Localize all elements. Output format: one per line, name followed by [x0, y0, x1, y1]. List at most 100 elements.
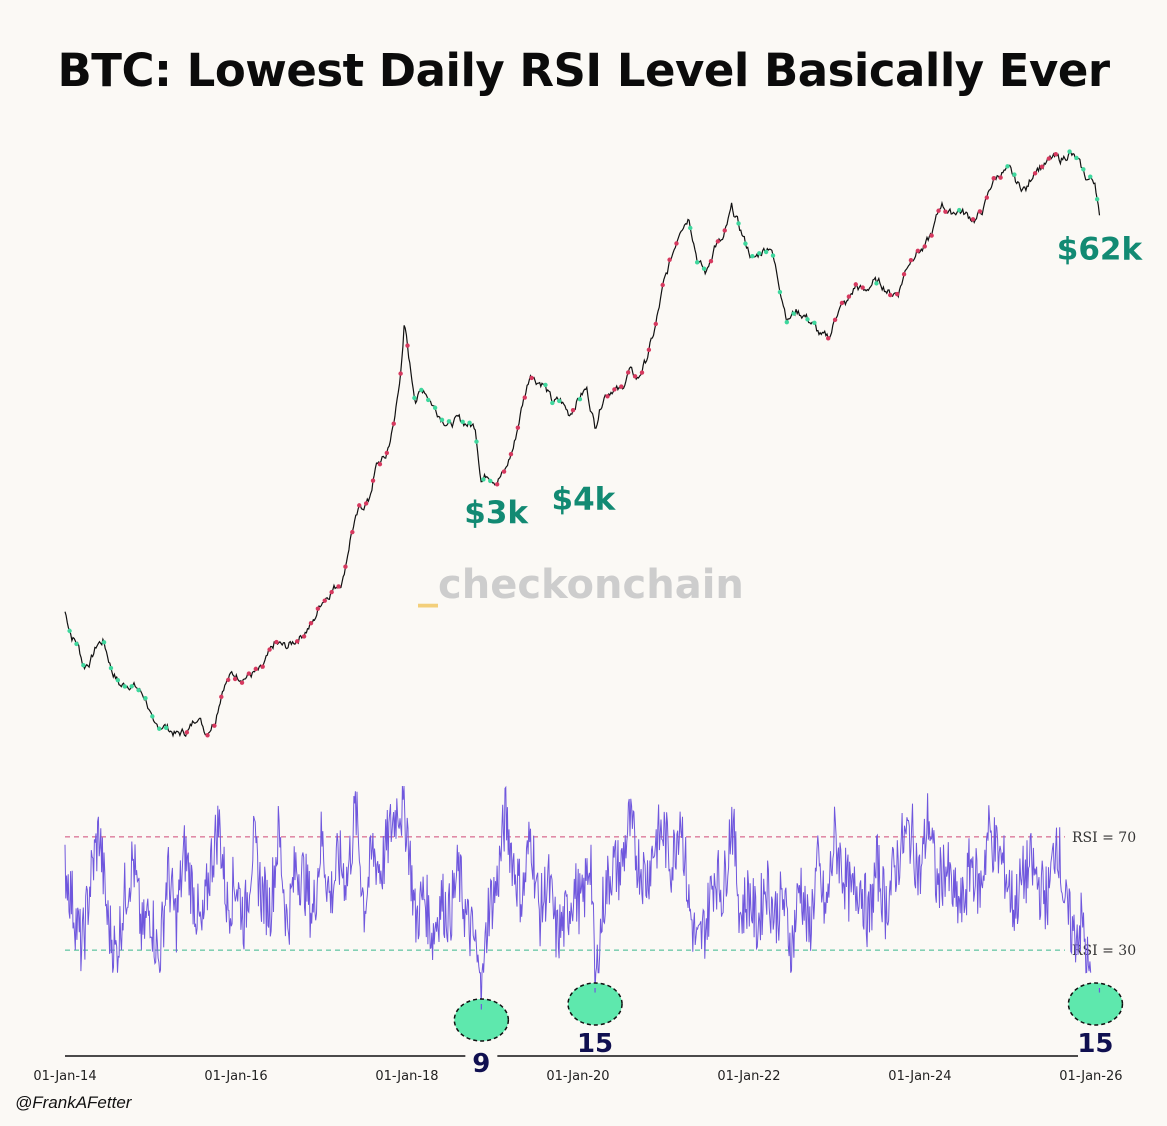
price-annotation: $3k [464, 495, 529, 531]
oversold-dot [743, 241, 748, 246]
watermark: _checkonchain [418, 562, 744, 608]
overbought-dot [908, 258, 914, 263]
oversold-dot [1081, 167, 1086, 172]
oversold-dot [688, 225, 693, 231]
overbought-dot [998, 175, 1003, 180]
oversold-dot [1012, 172, 1017, 177]
overbought-dot [370, 478, 376, 483]
overbought-dot [929, 233, 934, 238]
overbought-dot [639, 370, 645, 375]
annotations: $3k $4k $62k 9 15 15 [453, 231, 1144, 1079]
oversold-dot [750, 253, 755, 259]
oversold-dot [874, 281, 879, 286]
overbought-dot [674, 241, 679, 246]
oversold-dot [805, 317, 810, 322]
chart-title: BTC: Lowest Daily RSI Level Basically Ev… [57, 44, 1110, 97]
rsi-30-label: RSI = 30 [1072, 943, 1136, 959]
overbought-dot [350, 529, 355, 535]
overbought-dot [1039, 164, 1045, 169]
price-annotation: $4k [552, 481, 617, 517]
oversold-dot [474, 439, 479, 444]
oversold-dot [784, 319, 790, 325]
overbought-dot [212, 723, 217, 728]
oversold-dot [770, 253, 776, 258]
oversold-dot [701, 266, 707, 271]
overbought-dot [646, 347, 652, 353]
overbought-dot [832, 317, 838, 323]
rsi-line [64, 785, 1092, 1010]
overbought-dot [632, 374, 638, 379]
overbought-dot [501, 469, 507, 474]
overbought-dot [184, 730, 190, 735]
oversold-dot [736, 221, 741, 226]
rsi-low-label: 15 [577, 1029, 613, 1059]
label-background [465, 1048, 498, 1078]
oversold-dot [115, 678, 121, 683]
oversold-dot [777, 289, 783, 295]
oversold-dot [101, 640, 107, 645]
overbought-dot [922, 244, 927, 249]
overbought-dot [405, 343, 410, 348]
oversold-dot [557, 398, 562, 404]
watermark-prefix: _ [418, 562, 438, 608]
overbought-dot [219, 694, 224, 700]
price-line [64, 150, 1101, 738]
overbought-dot [915, 248, 921, 254]
overbought-dot [722, 228, 727, 233]
oversold-dot [550, 400, 555, 406]
x-tick-label: 01-Jan-26 [1059, 1069, 1122, 1084]
oversold-dot [467, 420, 472, 425]
oversold-dot [129, 684, 134, 689]
author-credit: @FrankAFetter [15, 1093, 132, 1112]
price-annotation: $62k [1057, 231, 1144, 267]
oversold-dot [432, 405, 438, 410]
oversold-dot [577, 397, 583, 402]
overbought-dot [522, 395, 527, 400]
oversold-dot [439, 417, 445, 423]
price-panel [64, 149, 1101, 738]
overbought-dot [894, 291, 900, 297]
oversold-dot [460, 419, 465, 425]
overbought-dot [901, 272, 907, 277]
overbought-dot [308, 621, 314, 626]
overbought-dot [357, 503, 362, 508]
overbought-dot [205, 733, 210, 738]
overbought-dot [888, 292, 893, 298]
oversold-dot [481, 477, 486, 482]
rsi-70-label: RSI = 70 [1072, 830, 1136, 846]
overbought-dot [984, 195, 990, 200]
rsi-low-marker [1067, 982, 1124, 1026]
overbought-dot [970, 217, 976, 222]
watermark-name: checkonchain [438, 562, 744, 608]
overbought-dot [274, 639, 279, 645]
overbought-dot [301, 634, 307, 639]
oversold-dot [122, 684, 127, 689]
oversold-dot [791, 311, 796, 316]
rsi-low-label: 15 [1077, 1029, 1113, 1059]
oversold-dot [426, 397, 431, 403]
overbought-dot [612, 387, 617, 392]
oversold-dot [136, 687, 141, 693]
x-axis: 01-Jan-14 01-Jan-16 01-Jan-18 01-Jan-20 01-J… [33, 1055, 1123, 1084]
oversold-dot [74, 641, 79, 647]
overbought-dot [1032, 171, 1038, 176]
x-tick-label: 01-Jan-20 [546, 1069, 609, 1084]
overbought-dot [377, 461, 383, 467]
rsi-low-label: 9 [472, 1049, 490, 1079]
oversold-dot [1005, 164, 1010, 169]
x-tick-label: 01-Jan-18 [375, 1069, 438, 1084]
x-tick-label: 01-Jan-24 [888, 1069, 951, 1084]
overbought-dot [991, 176, 996, 181]
oversold-dot [150, 714, 155, 719]
oversold-dot [157, 726, 162, 731]
overbought-dot [943, 209, 948, 214]
x-tick-label: 01-Jan-22 [717, 1069, 780, 1084]
overbought-dot [294, 639, 300, 644]
overbought-dot [508, 451, 514, 457]
oversold-dot [543, 382, 548, 388]
overbought-dot [226, 677, 231, 683]
oversold-dot [812, 320, 817, 325]
overbought-dot [529, 375, 534, 381]
overbought-dot [846, 294, 852, 299]
overbought-dot [253, 666, 258, 672]
